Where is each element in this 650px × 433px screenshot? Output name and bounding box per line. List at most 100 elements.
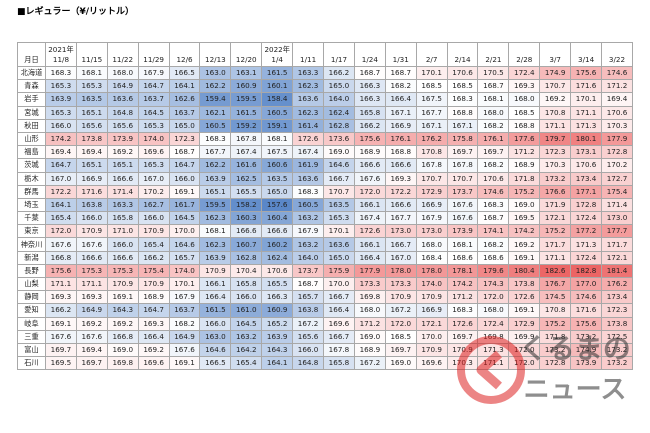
price-cell: 163.1 xyxy=(230,65,263,81)
price-cell: 172.6 xyxy=(292,131,325,147)
price-cell: 167.0 xyxy=(137,171,170,186)
price-cell: 160.5 xyxy=(292,197,325,213)
price-cell: 166.0 xyxy=(199,316,232,331)
price-cell: 172.1 xyxy=(539,211,572,226)
price-cell: 163.7 xyxy=(137,92,170,107)
price-cell: 164.9 xyxy=(168,329,201,344)
price-cell: 164.6 xyxy=(199,342,232,358)
price-cell: 170.1 xyxy=(570,92,603,107)
price-cell: 169.1 xyxy=(508,303,541,318)
price-cell: 172.8 xyxy=(570,197,603,213)
date-label: 12/6 xyxy=(176,54,193,64)
column-header: 12/20 xyxy=(230,42,263,67)
price-cell: 168.5 xyxy=(508,105,541,120)
price-cell: 172.0 xyxy=(45,224,77,239)
price-cell: 172.8 xyxy=(601,145,633,160)
data-row: 青森 165.3 165.3 164.9 164.7 164.1 162.2 160.9 160… xyxy=(17,79,633,94)
prefecture: 新潟 xyxy=(17,250,46,265)
price-cell: 172.0 xyxy=(384,316,417,331)
price-cell: 170.9 xyxy=(415,290,448,305)
date-label: 2/28 xyxy=(516,54,533,64)
price-cell: 169.8 xyxy=(106,356,139,371)
year-spacer xyxy=(355,45,384,55)
price-cell: 161.5 xyxy=(261,65,294,81)
price-cell: 167.9 xyxy=(168,290,201,305)
price-cell: 173.0 xyxy=(601,211,633,226)
price-cell: 165.8 xyxy=(230,276,263,292)
year-spacer xyxy=(386,45,415,55)
data-row: 埼玉 164.1 163.8 163.3 162.7 161.7 159.5 158.2 157… xyxy=(17,197,633,213)
price-cell: 169.0 xyxy=(384,356,417,371)
price-cell: 167.5 xyxy=(415,92,448,107)
price-cell: 171.3 xyxy=(570,118,603,133)
price-cell: 170.7 xyxy=(323,184,355,199)
price-cell: 177.1 xyxy=(570,184,603,199)
price-cell: 171.1 xyxy=(45,276,77,292)
price-cell: 172.3 xyxy=(601,303,633,318)
price-cell: 170.2 xyxy=(601,158,633,173)
price-cell: 176.1 xyxy=(477,131,510,147)
price-cell: 168.0 xyxy=(415,237,448,252)
price-cell: 160.7 xyxy=(230,237,263,252)
header-row: 月日 2021年 11/8 11/15 11/22 11/29 12/6 12/13 12/2… xyxy=(17,42,633,67)
price-cell: 171.7 xyxy=(601,237,633,252)
price-cell: 164.7 xyxy=(45,158,77,173)
price-cell: 168.7 xyxy=(477,79,510,94)
year-spacer xyxy=(232,45,261,55)
year-spacer xyxy=(170,45,199,55)
price-cell: 165.1 xyxy=(199,184,232,199)
price-cell: 171.1 xyxy=(75,276,108,292)
price-cell: 169.0 xyxy=(323,145,355,160)
price-cell: 166.6 xyxy=(106,171,139,186)
price-cell: 162.5 xyxy=(230,171,263,186)
date-label: 2/14 xyxy=(454,54,471,64)
price-cell: 165.2 xyxy=(261,316,294,331)
price-cell: 165.4 xyxy=(230,356,263,371)
price-cell: 177.9 xyxy=(353,263,386,279)
price-cell: 159.1 xyxy=(261,118,294,133)
price-cell: 166.1 xyxy=(353,237,386,252)
price-cell: 167.8 xyxy=(323,342,355,358)
year-spacer xyxy=(572,45,601,55)
price-cell: 162.3 xyxy=(199,237,232,252)
price-cell: 171.1 xyxy=(570,105,603,120)
price-cell: 169.3 xyxy=(508,79,541,94)
prefecture: 長野 xyxy=(17,263,46,279)
price-cell: 166.4 xyxy=(199,290,232,305)
price-cell: 160.9 xyxy=(230,79,263,94)
column-header: 12/6 xyxy=(168,42,201,67)
data-row: 岩手 163.9 163.5 163.6 163.7 162.6 159.4 159.5 158… xyxy=(17,92,633,107)
price-cell: 164.8 xyxy=(292,356,325,371)
prefecture: 栃木 xyxy=(17,171,46,186)
price-cell: 172.4 xyxy=(570,250,603,265)
price-cell: 168.2 xyxy=(477,158,510,173)
price-cell: 168.6 xyxy=(446,250,479,265)
price-cell: 170.9 xyxy=(384,290,417,305)
price-cell: 162.2 xyxy=(199,158,232,173)
price-cell: 168.0 xyxy=(508,92,541,107)
prefecture: 愛知 xyxy=(17,303,46,318)
price-cell: 166.7 xyxy=(384,237,417,252)
price-cell: 175.6 xyxy=(45,263,77,279)
price-cell: 178.0 xyxy=(384,263,417,279)
price-cell: 171.6 xyxy=(570,79,603,94)
price-cell: 182.8 xyxy=(570,263,603,279)
price-cell: 169.4 xyxy=(75,342,108,358)
column-header: 1/11 xyxy=(292,42,325,67)
price-cell: 170.3 xyxy=(539,158,572,173)
price-cell: 167.9 xyxy=(137,65,170,81)
price-cell: 162.7 xyxy=(137,197,170,213)
price-cell: 170.6 xyxy=(261,263,294,279)
price-cell: 166.6 xyxy=(384,197,417,213)
price-cell: 167.0 xyxy=(45,171,77,186)
price-cell: 164.5 xyxy=(168,211,201,226)
price-cell: 169.6 xyxy=(323,316,355,331)
price-cell: 169.6 xyxy=(415,356,448,371)
price-cell: 163.6 xyxy=(292,171,325,186)
price-cell: 163.5 xyxy=(323,197,355,213)
price-cell: 168.7 xyxy=(292,276,325,292)
price-cell: 164.5 xyxy=(230,316,263,331)
column-header: 2/28 xyxy=(508,42,541,67)
price-cell: 166.0 xyxy=(168,171,201,186)
title: ■レギュラー（¥/リットル） xyxy=(17,7,135,17)
